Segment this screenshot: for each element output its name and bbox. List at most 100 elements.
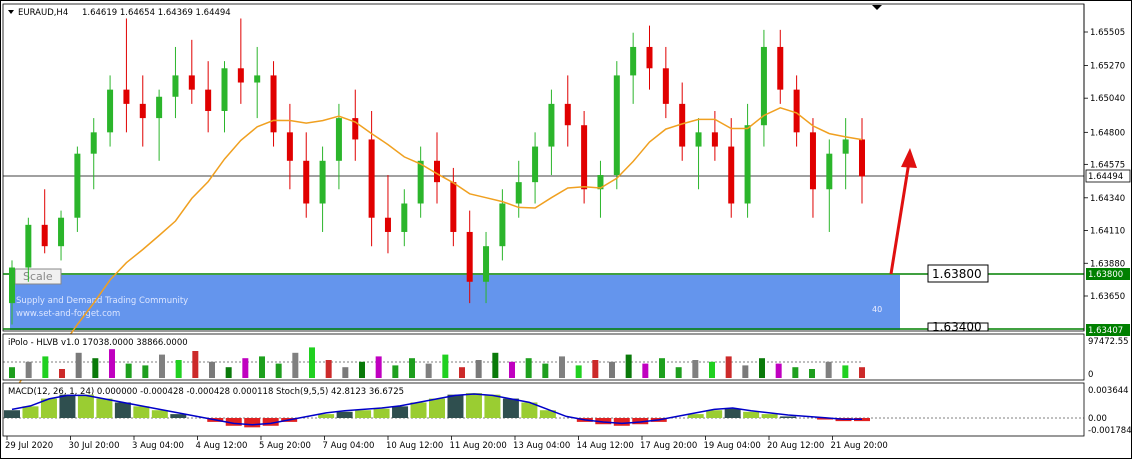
candle — [270, 61, 277, 147]
volume-bar — [42, 356, 49, 378]
volume-bar — [242, 358, 249, 378]
macd-hist-bar — [484, 394, 501, 418]
macd-hist-bar — [4, 410, 20, 418]
dropdown-triangle-icon[interactable] — [8, 10, 14, 14]
candle — [744, 103, 751, 218]
candle — [662, 46, 669, 119]
candle-body — [842, 139, 849, 154]
volume-axis-zero: 0 — [1088, 370, 1093, 380]
time-tick-label: 11 Aug 20:00 — [450, 441, 507, 451]
macd-hist-bar — [170, 414, 187, 418]
candle — [25, 217, 32, 282]
volume-bar — [209, 361, 215, 378]
volume-bar — [92, 358, 99, 378]
macd-hist-bar — [613, 418, 630, 426]
macd-hist-bar — [133, 406, 150, 418]
candle-body — [662, 68, 669, 104]
candle-body — [564, 103, 571, 126]
volume-bar — [592, 360, 599, 378]
demand-zone-rect[interactable] — [10, 275, 900, 330]
candle-body — [123, 89, 130, 104]
candle-body — [205, 89, 212, 111]
macd-axis-mid: 0.00 — [1088, 414, 1107, 424]
current-price-tag-text: 1.64494 — [1088, 172, 1123, 182]
current-price-tag — [1085, 169, 1131, 183]
time-tick-label: 13 Aug 04:00 — [513, 441, 570, 451]
candle-body — [237, 68, 244, 83]
volume-bar — [792, 367, 799, 378]
red-arrow-shaft[interactable] — [889, 161, 911, 275]
volume-bar — [159, 354, 165, 378]
candle — [630, 32, 637, 104]
price-tick-label: 1.64340 — [1090, 194, 1125, 204]
macd-hist-bar — [96, 398, 113, 418]
candle — [695, 118, 702, 190]
price-tick-label: 1.64110 — [1090, 227, 1125, 237]
volume-bar — [842, 365, 849, 378]
price-tick-label: 1.63650 — [1090, 292, 1125, 302]
candle-body — [515, 182, 522, 204]
volume-bar — [292, 352, 299, 378]
macd-hist-bar — [114, 402, 131, 418]
volume-bar — [742, 365, 749, 378]
macd-hist-bar — [355, 410, 372, 418]
price-panel[interactable]: EURAUD,H4 1.64619 1.64654 1.64369 1.6449… — [2, 3, 1085, 396]
zone-top-price-tag — [1086, 268, 1130, 280]
candlestick-series — [9, 18, 865, 325]
candle-body — [417, 160, 424, 204]
candle-body — [270, 75, 277, 133]
zone-top-price-tag-text: 1.63800 — [1088, 270, 1123, 280]
candle-body — [711, 132, 718, 147]
zone-bottom-price-box[interactable] — [927, 322, 989, 332]
candle — [679, 82, 686, 161]
candle-body — [434, 160, 440, 183]
candle-body — [58, 217, 65, 247]
time-tick-label: 5 Aug 20:00 — [259, 441, 311, 451]
macd-hist-bar — [244, 418, 261, 428]
volume-bar — [825, 361, 832, 378]
candle-body — [188, 75, 195, 90]
price-tick-label: 1.64575 — [1090, 160, 1125, 170]
candle — [483, 231, 490, 304]
chart-shift-marker-icon — [872, 5, 882, 10]
volume-bars — [9, 347, 865, 378]
red-arrow-head-icon — [901, 148, 917, 168]
volume-bar — [642, 363, 649, 378]
candle — [319, 146, 326, 232]
candle — [760, 29, 767, 147]
zone-bottom-price-tag — [1086, 324, 1130, 336]
volume-bar — [225, 367, 232, 378]
scale-button-label: Scale — [23, 270, 53, 283]
volume-panel[interactable]: iPolo - HLVB v1.0 17038.0000 38866.0000 … — [2, 333, 1129, 381]
candle-body — [466, 231, 473, 282]
macd-hist-bar — [706, 410, 723, 418]
volume-bar — [342, 367, 349, 378]
symbol-label: EURAUD,H4 — [18, 8, 68, 18]
candle — [286, 103, 293, 190]
time-tick-label: 17 Aug 20:00 — [640, 441, 697, 451]
candle-body — [695, 132, 702, 147]
volume-bar — [692, 360, 699, 378]
candle — [74, 146, 81, 232]
zone-top-price-box[interactable] — [927, 264, 989, 283]
macd-hist-bar — [539, 410, 556, 418]
macd-hist-bar — [502, 398, 519, 418]
volume-bar — [625, 354, 632, 378]
macd-hist-bar — [780, 416, 797, 418]
volume-bar — [542, 363, 549, 378]
volume-bar — [175, 360, 182, 378]
macd-hist-bar — [817, 418, 834, 420]
candle — [466, 210, 473, 304]
macd-axis-top: 0.003644 — [1088, 386, 1129, 396]
macd-panel[interactable]: MACD(12, 26, 1, 24) 0.000000 -0.000428 -… — [2, 382, 1132, 437]
candle-body — [760, 46, 767, 126]
macd-hist-bar — [447, 394, 464, 418]
volume-bar — [59, 369, 65, 378]
candle — [123, 18, 130, 133]
candle — [515, 160, 522, 218]
candle-body — [532, 146, 539, 183]
macd-hist-bar — [687, 414, 704, 418]
macd-hist-bar — [632, 418, 649, 425]
macd-hist-bar — [77, 394, 94, 418]
